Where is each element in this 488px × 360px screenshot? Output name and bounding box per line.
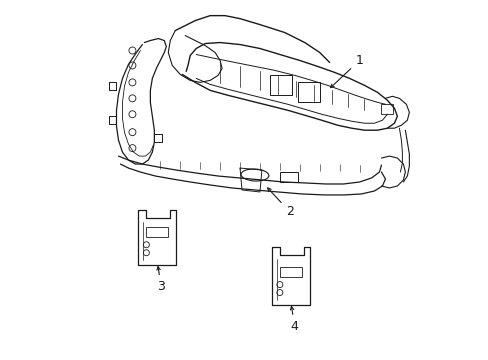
Text: 2: 2 [267, 188, 293, 219]
Text: 3: 3 [157, 267, 165, 293]
Bar [297, 82, 319, 102]
Bar [146, 227, 168, 237]
Bar [279, 267, 301, 276]
Text: 4: 4 [290, 306, 298, 333]
Bar [381, 104, 393, 114]
Bar [279, 172, 297, 182]
Text: 1: 1 [330, 54, 363, 87]
Bar [269, 75, 291, 95]
